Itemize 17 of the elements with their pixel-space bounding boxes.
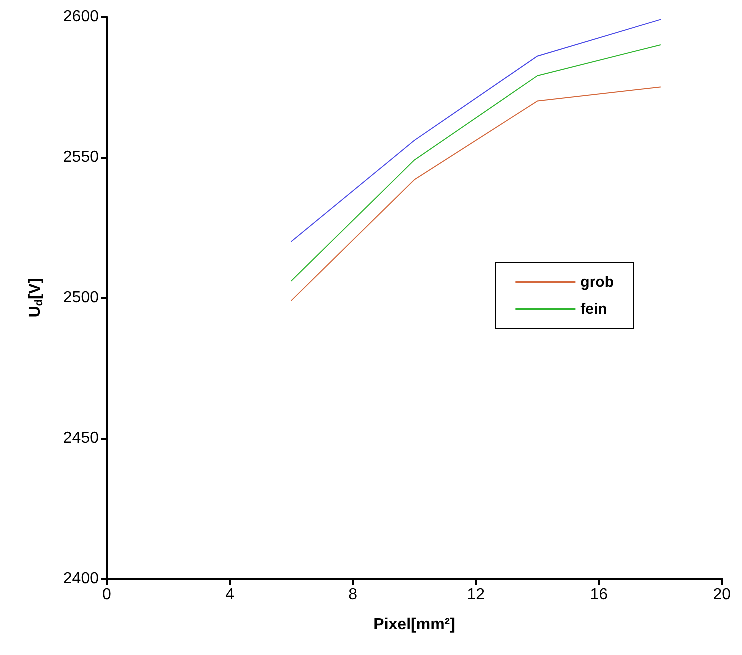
y-tick-label: 2600 — [63, 8, 100, 26]
x-tick-label: 4 — [226, 586, 235, 604]
legend-label: fein — [580, 301, 608, 318]
line-series — [291, 19, 662, 242]
x-tick-label: 20 — [713, 586, 732, 604]
y-tick-label: 2500 — [63, 290, 100, 306]
x-tick-label: 16 — [590, 586, 608, 604]
x-tick-label: 8 — [348, 586, 358, 604]
line-series — [291, 86, 662, 302]
y-axis-title: Ud[V] — [27, 278, 46, 318]
y-tick-label: 2450 — [63, 430, 100, 447]
y-tick-label: 2400 — [63, 570, 100, 588]
legend-label: grob — [580, 274, 614, 291]
x-tick-label: 12 — [467, 586, 486, 604]
x-tick-label: 0 — [102, 586, 112, 604]
x-axis-title: Pixel[mm²] — [374, 616, 456, 634]
y-tick-label: 2550 — [63, 149, 100, 166]
